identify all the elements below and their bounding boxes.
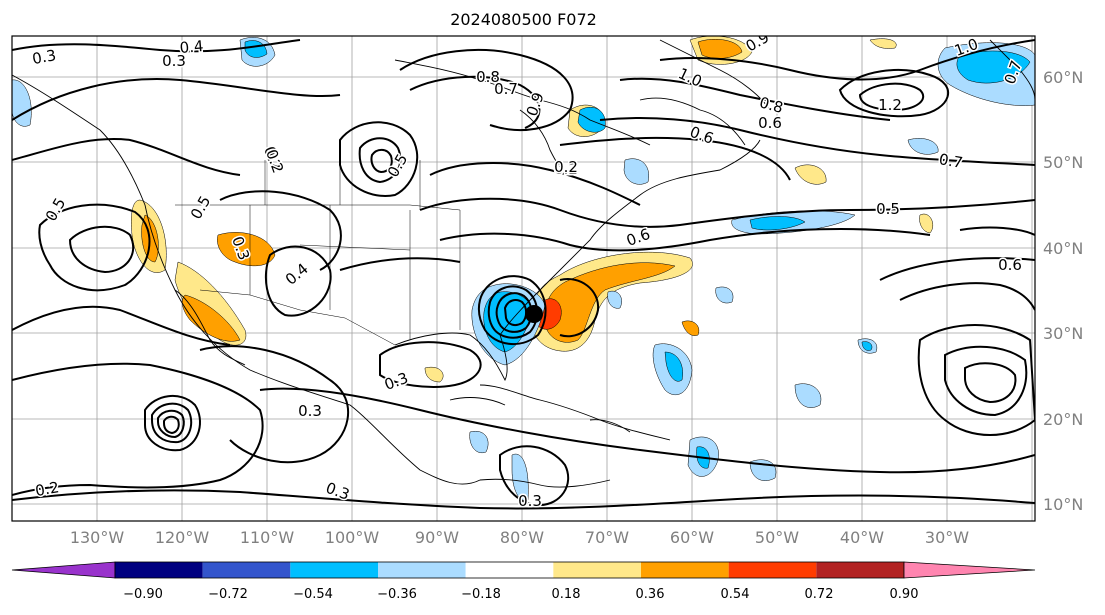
contour-label: 0.6 xyxy=(998,256,1022,274)
colorbar-tick-label: −0.54 xyxy=(293,587,333,602)
colorbar-segment xyxy=(202,562,291,578)
lat-label-10n: 10°N xyxy=(1043,495,1084,514)
contour-label: 0.3 xyxy=(518,492,542,510)
colorbar-segment xyxy=(465,562,554,578)
colorbar-segment xyxy=(728,562,817,578)
colorbar-segment xyxy=(378,562,466,578)
colorbar-tick-label: −0.36 xyxy=(377,587,417,602)
colorbar-tick-label: 0.36 xyxy=(635,587,665,602)
contour-label: 0.3 xyxy=(298,402,322,420)
map-title: 2024080500 F072 xyxy=(450,10,597,29)
lon-label-100w: 100°W xyxy=(324,528,380,547)
colorbar-segment xyxy=(290,562,378,578)
lon-label-90w: 90°W xyxy=(414,528,460,547)
contour-label: 0.2 xyxy=(554,158,578,176)
colorbar-extend-max xyxy=(903,561,1036,579)
contour-label: 0.5 xyxy=(876,200,900,218)
colorbar-segment xyxy=(641,562,729,578)
colorbar-tick-label: 0.54 xyxy=(720,587,750,602)
contour-label: 0.7 xyxy=(494,80,518,98)
lon-label-70w: 70°W xyxy=(584,528,630,547)
lon-label-40w: 40°W xyxy=(839,528,885,547)
colorbar-segment xyxy=(115,562,203,578)
lat-label-50n: 50°N xyxy=(1043,153,1084,172)
lon-label-130w: 130°W xyxy=(69,528,125,547)
lon-label-110w: 110°W xyxy=(239,528,295,547)
lon-label-120w: 120°W xyxy=(154,528,210,547)
colorbar-tick-label: −0.72 xyxy=(208,587,248,602)
colorbar-tick-label: −0.90 xyxy=(123,587,163,602)
contour-label: 0.3 xyxy=(162,52,186,70)
contour-label: 0.2 xyxy=(554,160,578,178)
lat-label-20n: 20°N xyxy=(1043,410,1084,429)
colorbar-segment xyxy=(816,562,904,578)
lat-label-60n: 60°N xyxy=(1043,68,1084,87)
colorbar-segment xyxy=(553,562,641,578)
colorbar-tick-label: 0.18 xyxy=(551,587,581,602)
colorbar-tick-label: −0.18 xyxy=(461,587,501,602)
contour-label: 0.6 xyxy=(758,114,782,132)
colorbar-extend-min xyxy=(11,561,116,579)
contour-label: 0.4 xyxy=(179,37,204,57)
coastlines xyxy=(12,39,1035,488)
contour-labels: 0.3 0.40.30.80.70.91.00.90.80.61.21.00.70… xyxy=(29,36,1027,512)
lat-label-30n: 30°N xyxy=(1043,324,1084,343)
contour-label: 0.2 xyxy=(34,478,61,500)
contour-label: 0.8 xyxy=(476,68,500,86)
storm-center-marker xyxy=(525,305,543,323)
lon-label-80w: 80°W xyxy=(499,528,545,547)
lon-label-60w: 60°W xyxy=(669,528,715,547)
lon-label-50w: 50°W xyxy=(754,528,800,547)
colorbar-tick-label: 0.72 xyxy=(804,587,834,602)
colorbar-tick-label: 0.90 xyxy=(889,587,919,602)
lon-label-30w: 30°W xyxy=(924,528,970,547)
contour-label: 1.2 xyxy=(878,96,902,114)
map-frame xyxy=(11,35,1036,522)
lat-label-40n: 40°N xyxy=(1043,239,1084,258)
contour-lines xyxy=(12,39,1035,510)
